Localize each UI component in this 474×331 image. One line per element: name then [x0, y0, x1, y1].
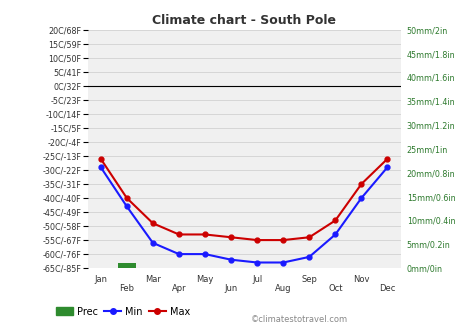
- Text: Jul: Jul: [252, 275, 262, 284]
- Line: Min: Min: [98, 165, 390, 265]
- Min: [280, 260, 286, 264]
- Text: Jun: Jun: [225, 284, 237, 293]
- Max: [333, 218, 338, 222]
- Min: [176, 252, 182, 256]
- Text: Mar: Mar: [145, 275, 161, 284]
- Max: [124, 196, 129, 200]
- Max: [176, 232, 182, 236]
- Max: [202, 232, 208, 236]
- Text: May: May: [196, 275, 214, 284]
- Text: Apr: Apr: [172, 284, 186, 293]
- Text: ©climatestotravel.com: ©climatestotravel.com: [251, 315, 348, 324]
- Max: [254, 238, 260, 242]
- Max: [384, 157, 390, 161]
- Bar: [118, 263, 136, 268]
- Max: [98, 157, 103, 161]
- Min: [333, 232, 338, 236]
- Min: [384, 165, 390, 169]
- Min: [306, 255, 312, 259]
- Text: Aug: Aug: [275, 284, 292, 293]
- Text: Feb: Feb: [119, 284, 134, 293]
- Min: [150, 241, 155, 245]
- Min: [228, 258, 234, 262]
- Min: [124, 205, 129, 209]
- Max: [228, 235, 234, 239]
- Min: [202, 252, 208, 256]
- Line: Max: Max: [98, 156, 390, 243]
- Legend: Prec, Min, Max: Prec, Min, Max: [52, 303, 194, 320]
- Min: [254, 260, 260, 264]
- Title: Climate chart - South Pole: Climate chart - South Pole: [152, 14, 336, 27]
- Max: [358, 182, 364, 186]
- Text: Oct: Oct: [328, 284, 343, 293]
- Text: Jan: Jan: [94, 275, 107, 284]
- Max: [306, 235, 312, 239]
- Min: [358, 196, 364, 200]
- Max: [150, 221, 155, 225]
- Min: [98, 165, 103, 169]
- Text: Sep: Sep: [301, 275, 317, 284]
- Max: [280, 238, 286, 242]
- Text: Dec: Dec: [379, 284, 396, 293]
- Text: Nov: Nov: [353, 275, 370, 284]
